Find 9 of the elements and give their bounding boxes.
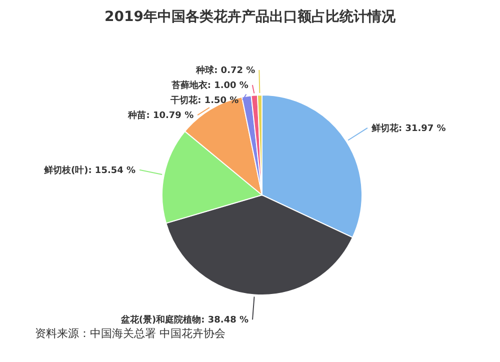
slice-label: 鲜切花: 31.97 % (370, 122, 446, 134)
legend-label: 苔藓地衣: 1.00 % (170, 80, 248, 92)
text: 资料来源：中国海关总署 中国花卉协会 (35, 327, 226, 340)
slice-label: 干切花: 1.50 % (170, 95, 239, 106)
chart-title: 2019年中国各类花卉产品出口额占比统计情况 (104, 8, 396, 25)
slice-label: 鲜切枝(叶): 15.54 % (42, 164, 136, 176)
slice-label: 种苗: 10.79 % (127, 110, 194, 122)
slice-label: 种球: 0.72 % (195, 65, 256, 76)
slice-label: 盆花(景)和庭院植物: 38.48 % (120, 314, 249, 326)
